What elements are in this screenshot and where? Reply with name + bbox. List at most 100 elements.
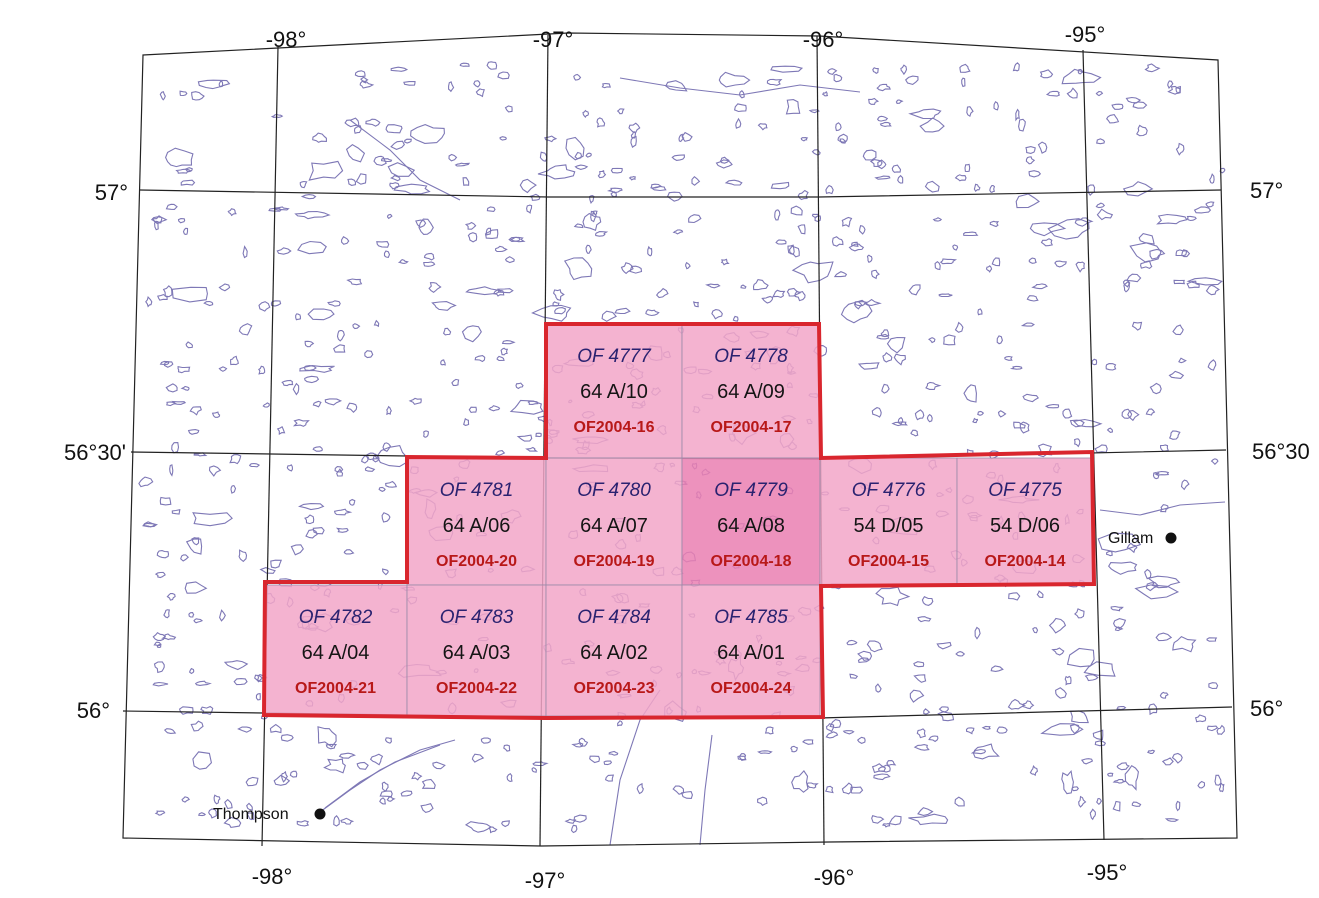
index-tile-fill [545, 457, 683, 586]
lake-shape [1089, 808, 1096, 821]
lake-shape [1083, 661, 1116, 677]
lake-shape [882, 352, 893, 363]
lake-shape [246, 812, 255, 821]
lake-shape [531, 304, 572, 322]
lake-shape [1069, 419, 1085, 428]
lake-shape [300, 194, 317, 200]
lake-shape [573, 814, 587, 823]
lake-shape [655, 287, 669, 299]
lake-shape [610, 191, 617, 198]
lake-shape [544, 135, 558, 143]
lake-shape [1136, 124, 1148, 137]
lake-shape [868, 97, 880, 105]
lake-shape [1186, 215, 1197, 222]
lake-shape [475, 88, 485, 98]
lake-shape [156, 643, 162, 649]
lake-shape [462, 177, 470, 186]
lake-shape [797, 189, 809, 201]
lake-shape [972, 417, 979, 424]
tile-of2004-number: OF2004-16 [574, 419, 655, 436]
lake-shape [877, 764, 891, 773]
lake-shape [928, 735, 939, 743]
lake-shape [373, 155, 387, 166]
lon-label-bottom-98: -98° [252, 864, 293, 889]
lake-shape [797, 224, 806, 235]
lake-shape [1172, 324, 1184, 336]
index-tile-fill [681, 323, 821, 459]
lake-shape [365, 452, 379, 461]
lake-shape [925, 381, 942, 390]
lake-shape [603, 760, 613, 766]
lake-shape [963, 231, 979, 237]
lake-shape [891, 421, 908, 427]
tile-of2004-number: OF2004-19 [574, 553, 655, 570]
lake-shape [1131, 801, 1142, 807]
lake-shape [280, 734, 294, 742]
lake-shape [378, 486, 386, 493]
lake-shape [373, 319, 380, 328]
lake-shape [161, 633, 177, 641]
lake-shape [258, 301, 271, 312]
lake-shape [841, 216, 853, 228]
lat-label-left-57: 57° [95, 180, 128, 205]
lake-shape [292, 382, 300, 396]
lake-shape [1055, 687, 1067, 699]
lake-shape [857, 650, 873, 662]
lake-shape [223, 816, 242, 829]
lake-shape [997, 410, 1007, 418]
lake-shape [410, 124, 445, 144]
lake-shape [871, 406, 882, 418]
lake-shape [297, 503, 325, 511]
lake-shape [163, 609, 170, 619]
lake-shape [647, 245, 653, 257]
lake-shape [390, 174, 401, 182]
lake-shape [185, 341, 193, 349]
lake-shape [981, 725, 991, 730]
lake-shape [387, 162, 416, 177]
lake-shape [166, 401, 177, 407]
lake-shape [617, 720, 623, 727]
lake-shape [888, 815, 902, 826]
lake-shape [468, 406, 477, 413]
parallel-57 [139, 189, 1222, 198]
lake-shape [227, 208, 237, 217]
lake-shape [628, 176, 637, 181]
lake-shape [913, 661, 925, 668]
lake-shape [537, 164, 576, 180]
lake-shape [259, 567, 276, 574]
lake-shape [738, 90, 745, 99]
lake-shape [381, 512, 391, 523]
lake-shape [897, 174, 904, 184]
lake-shape [408, 397, 422, 405]
lake-shape [772, 289, 786, 299]
lake-shape [219, 609, 226, 622]
index-tile: OF 4784 64 A/02 OF2004-23 [545, 584, 683, 717]
lake-shape [500, 347, 509, 356]
tile-of-number: OF 4785 [714, 607, 788, 628]
lake-shape [854, 301, 863, 310]
lake-shape [672, 785, 685, 795]
lake-shape [218, 283, 231, 292]
lake-shape [390, 140, 405, 150]
lake-shape [993, 101, 999, 111]
lake-shape [181, 796, 191, 803]
lake-shape [800, 137, 809, 142]
lake-shape [312, 132, 327, 143]
lake-shape [1029, 764, 1039, 777]
lake-shape [262, 402, 270, 408]
lake-shape [881, 383, 890, 394]
lake-shape [178, 706, 194, 715]
lake-shape [733, 103, 747, 113]
lake-shape [616, 108, 625, 115]
lake-shape [448, 153, 458, 162]
lake-shape [876, 333, 890, 340]
lake-shape [691, 175, 701, 186]
lake-shape [345, 144, 366, 163]
index-tile: OF 4775 54 D/06 OF2004-14 [956, 457, 1094, 586]
lake-shape [428, 282, 442, 293]
lake-shape [171, 286, 208, 303]
lake-shape [923, 708, 931, 715]
lake-shape [1029, 222, 1067, 237]
lake-shape [1168, 430, 1181, 440]
